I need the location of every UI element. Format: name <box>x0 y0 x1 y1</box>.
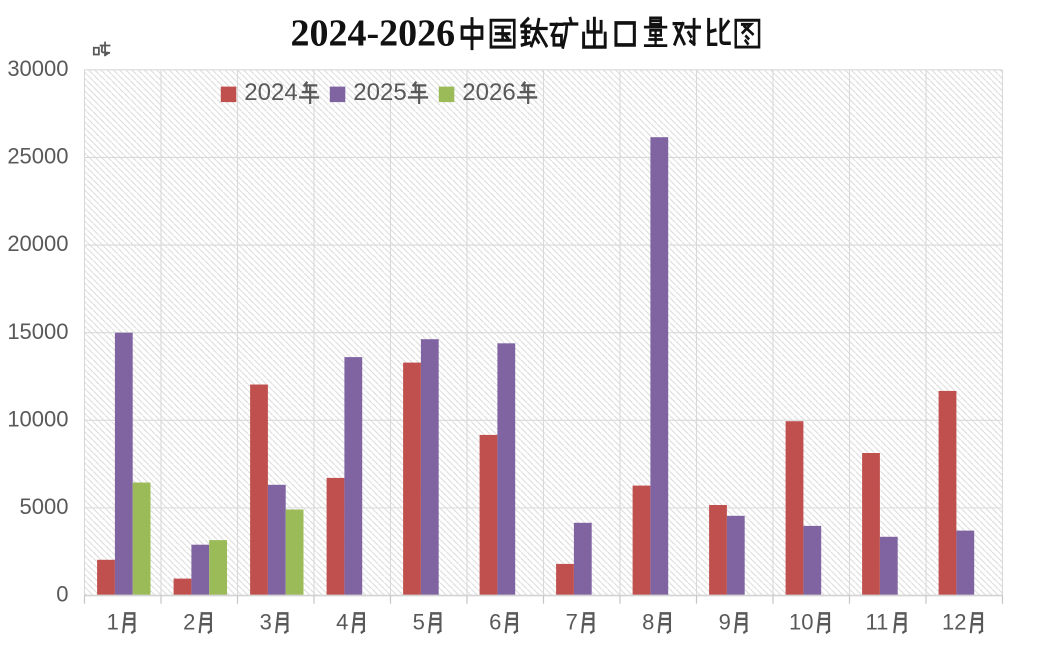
svg-text:5: 5 <box>413 610 425 635</box>
svg-text:30000: 30000 <box>7 56 68 81</box>
svg-text:8: 8 <box>642 610 654 635</box>
svg-text:2026: 2026 <box>462 79 515 106</box>
svg-text:2024: 2024 <box>244 79 297 106</box>
svg-text:0: 0 <box>56 582 68 607</box>
svg-text:7: 7 <box>566 610 578 635</box>
svg-text:5000: 5000 <box>20 494 69 519</box>
svg-text:10000: 10000 <box>7 407 68 432</box>
svg-text:2024-2026: 2024-2026 <box>291 12 456 54</box>
svg-text:15000: 15000 <box>7 319 68 344</box>
svg-text:3: 3 <box>260 610 272 635</box>
svg-text:4: 4 <box>336 610 348 635</box>
svg-text:10: 10 <box>789 610 813 635</box>
svg-text:1: 1 <box>107 610 119 635</box>
svg-text:12: 12 <box>942 610 966 635</box>
svg-text:25000: 25000 <box>7 144 68 169</box>
svg-text:20000: 20000 <box>7 231 68 256</box>
svg-text:9: 9 <box>719 610 731 635</box>
svg-text:6: 6 <box>489 610 501 635</box>
svg-text:2: 2 <box>183 610 195 635</box>
svg-text:11: 11 <box>866 610 889 635</box>
svg-text:2025: 2025 <box>353 79 406 106</box>
